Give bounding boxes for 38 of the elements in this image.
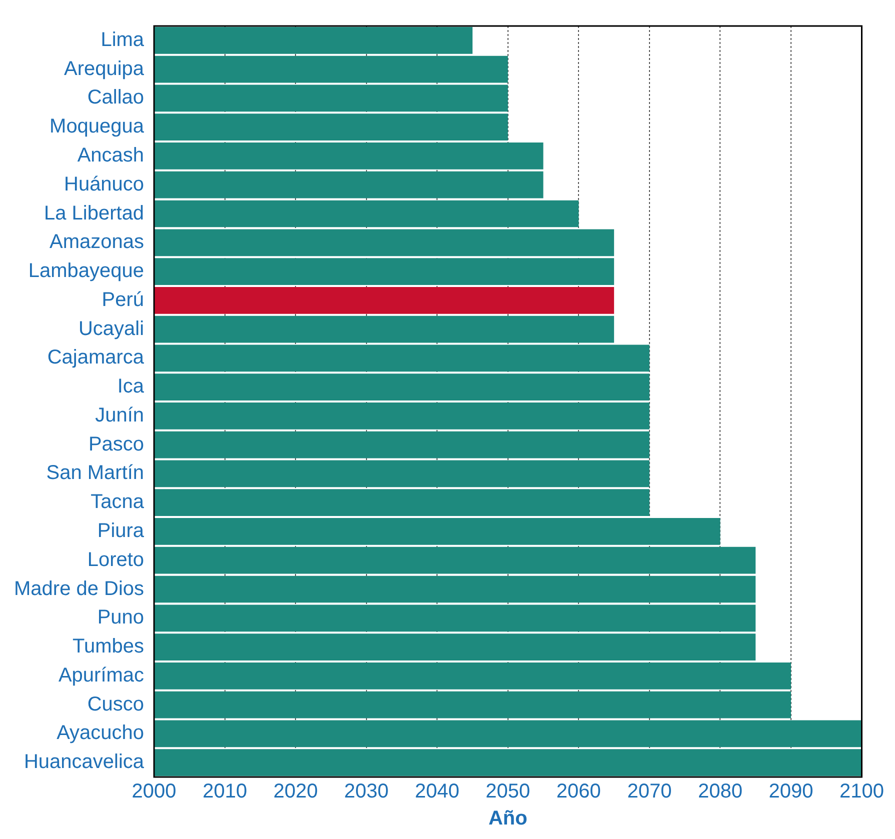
y-tick-label: Tacna: [90, 491, 145, 514]
y-tick-label: Amazonas: [50, 231, 144, 254]
x-tick-label: 2050: [486, 780, 530, 803]
y-tick-label: Junín: [95, 404, 144, 426]
y-tick-label: Ancash: [77, 144, 144, 166]
y-tick-label: Ayacucho: [56, 722, 144, 744]
y-tick-label: Ucayali: [78, 318, 144, 340]
y-tick-label: Callao: [87, 86, 144, 109]
x-axis-title: Año: [488, 808, 528, 830]
y-tick-label: Madre de Dios: [14, 578, 144, 600]
y-tick-label: Apurímac: [58, 664, 144, 686]
y-tick-label: Moquegua: [50, 116, 145, 138]
x-tick-label: 2030: [344, 780, 389, 803]
y-tick-label: La Libertad: [44, 202, 144, 224]
x-tick-label: 2000: [132, 780, 176, 803]
y-tick-label: Perú: [102, 288, 144, 311]
x-tick-label: 2070: [627, 780, 672, 803]
y-tick-label: Lima: [100, 28, 145, 51]
y-tick-label: Tumbes: [72, 636, 144, 658]
y-tick-label: Arequipa: [64, 58, 145, 80]
x-tick-label: 2080: [698, 780, 742, 803]
x-tick-label: 2060: [556, 780, 601, 803]
y-tick-label: Cusco: [87, 693, 144, 716]
x-tick-label: 2010: [202, 780, 248, 803]
y-tick-label: Piura: [97, 520, 145, 542]
y-tick-label: Huancavelica: [24, 751, 145, 774]
x-tick-label: 2040: [414, 780, 460, 803]
y-tick-label: Loreto: [87, 548, 144, 571]
x-tick-label: 2020: [273, 780, 318, 803]
y-tick-label: Cajamarca: [47, 346, 145, 369]
y-tick-label: Pasco: [88, 433, 144, 456]
y-tick-label: San Martín: [46, 462, 144, 484]
y-tick-label: Huánuco: [64, 173, 144, 196]
x-tick-label: 2090: [768, 780, 814, 803]
y-tick-label: Puno: [97, 606, 144, 629]
x-tick-label: 2100: [840, 780, 884, 803]
y-tick-label: Ica: [117, 376, 145, 398]
y-tick-label: Lambayeque: [28, 260, 144, 282]
